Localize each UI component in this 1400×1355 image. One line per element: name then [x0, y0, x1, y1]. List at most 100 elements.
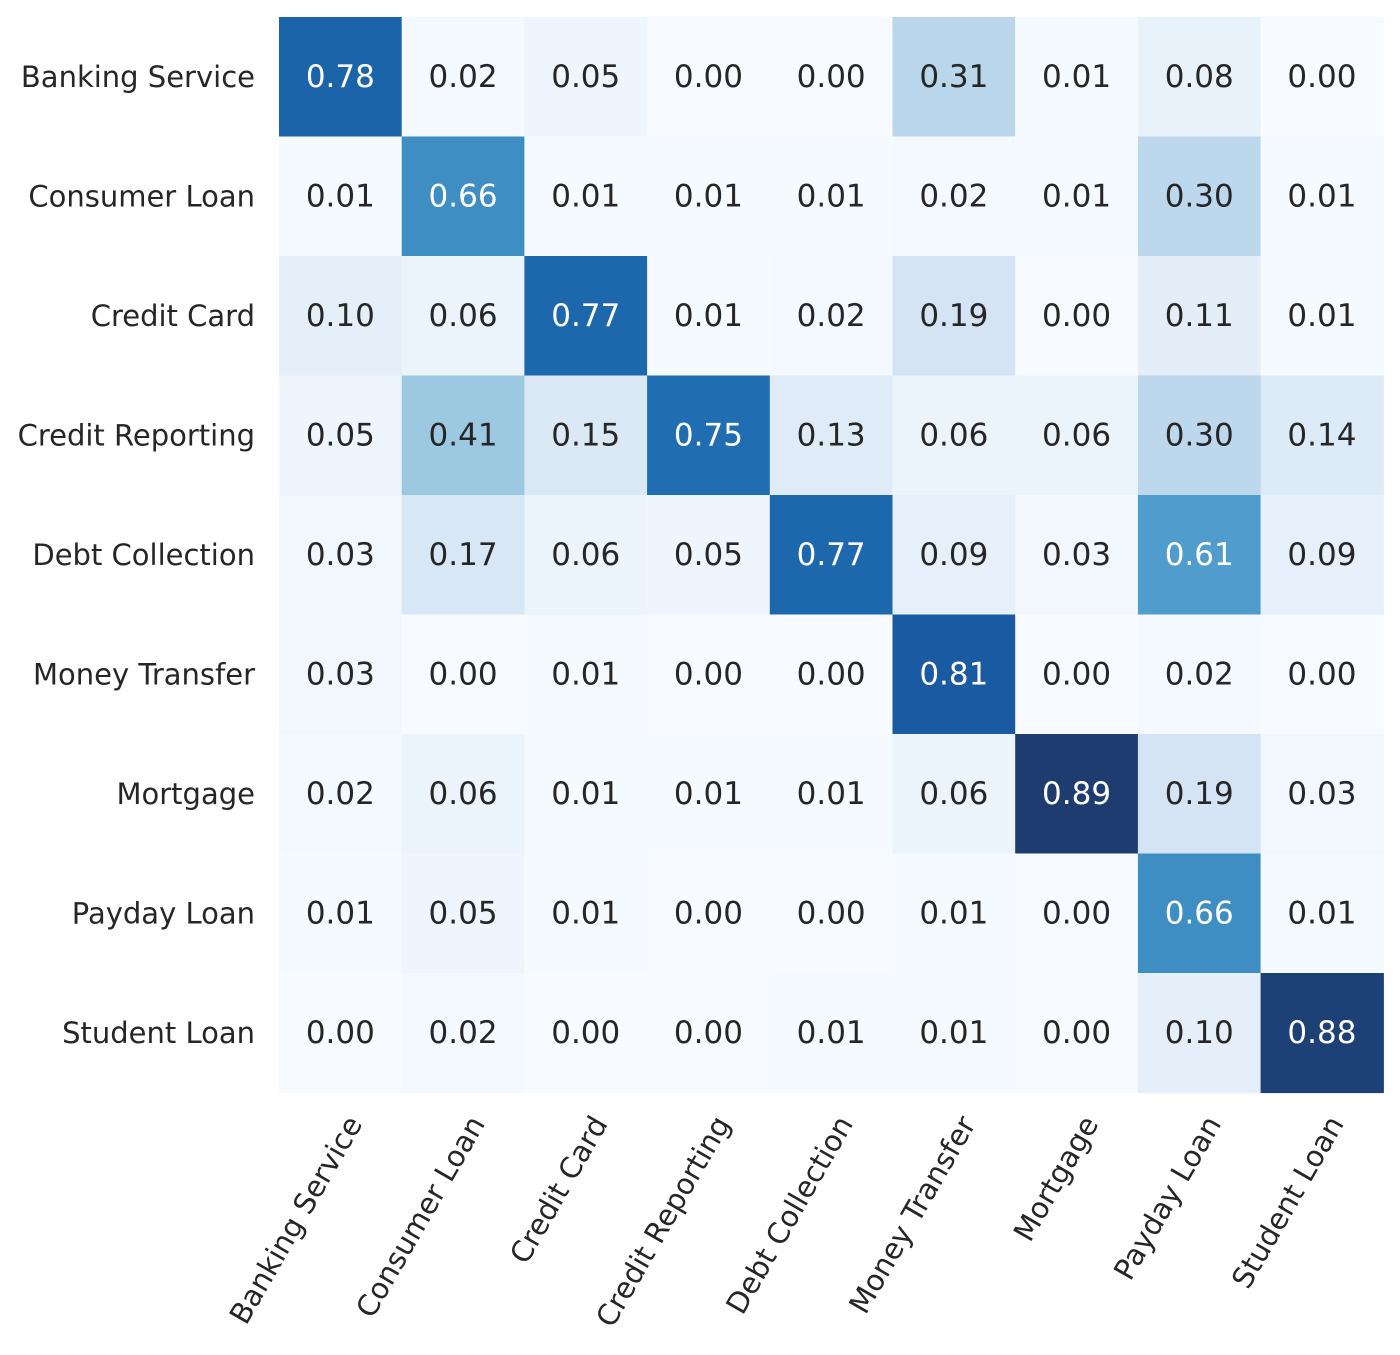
cell-value-label: 0.01	[919, 1015, 988, 1051]
cell-value-label: 0.66	[1165, 895, 1234, 931]
heatmap-cell	[1137, 256, 1262, 377]
cell-value-label: 0.77	[551, 298, 620, 334]
cell-value-label: 0.02	[429, 59, 498, 95]
y-tick-label: Mortgage	[117, 777, 256, 811]
cell-value-label: 0.19	[1165, 776, 1234, 812]
cell-value-label: 0.06	[919, 776, 988, 812]
cell-value-label: 0.02	[429, 1015, 498, 1051]
heatmap-cell	[1260, 495, 1384, 616]
heatmap-cell	[1137, 136, 1262, 257]
heatmap-cell	[769, 734, 894, 855]
cell-value-label: 0.01	[674, 776, 743, 812]
y-tick-label: Payday Loan	[72, 896, 255, 930]
cell-value-label: 0.01	[1287, 178, 1356, 214]
heatmap-cell	[279, 734, 403, 855]
cell-value-label: 0.00	[797, 656, 866, 692]
cell-value-label: 0.41	[429, 417, 498, 453]
cell-value-label: 0.05	[306, 417, 375, 453]
cell-value-label: 0.02	[797, 298, 866, 334]
heatmap-cell	[647, 853, 771, 974]
heatmap-cell	[279, 973, 403, 1094]
heatmap-cell	[279, 136, 403, 257]
heatmap-cell	[1015, 614, 1139, 735]
cell-value-label: 0.06	[1042, 417, 1111, 453]
heatmap-cell	[647, 375, 771, 496]
cell-value-label: 0.05	[674, 537, 743, 573]
heatmap-cell	[647, 734, 771, 855]
y-tick-label: Credit Card	[91, 299, 255, 333]
cell-value-label: 0.08	[1165, 59, 1234, 95]
cell-value-label: 0.01	[306, 178, 375, 214]
heatmap-cell	[1015, 136, 1139, 257]
x-tick-label: Credit Card	[503, 1110, 615, 1269]
heatmap-cell	[401, 614, 525, 735]
cell-value-label: 0.00	[1287, 656, 1356, 692]
heatmap-cell	[647, 136, 771, 257]
heatmap-cell	[647, 495, 771, 616]
heatmap-cell	[769, 614, 894, 735]
y-tick-label: Banking Service	[21, 60, 255, 94]
cell-value-label: 0.03	[306, 537, 375, 573]
cell-value-label: 0.89	[1042, 776, 1111, 812]
cell-value-label: 0.30	[1165, 417, 1234, 453]
x-tick-label: Consumer Loan	[349, 1110, 492, 1323]
cell-value-label: 0.00	[1287, 59, 1356, 95]
heatmap-cell	[647, 973, 771, 1094]
cell-value-label: 0.75	[674, 417, 743, 453]
heatmap-cell	[1260, 375, 1384, 496]
y-tick-label: Debt Collection	[32, 538, 255, 572]
cell-value-label: 0.66	[429, 178, 498, 214]
heatmap-cell	[524, 17, 648, 138]
cell-value-label: 0.01	[1042, 59, 1111, 95]
y-tick-label: Student Loan	[62, 1016, 255, 1050]
cell-value-label: 0.06	[429, 776, 498, 812]
cell-value-label: 0.02	[1165, 656, 1234, 692]
heatmap-cell	[1015, 734, 1139, 855]
heatmap-cell	[769, 256, 894, 377]
heatmap-cell	[1137, 853, 1262, 974]
heatmap-cell	[1260, 853, 1384, 974]
heatmap-cell	[1137, 734, 1262, 855]
heatmap-cell	[524, 495, 648, 616]
cell-value-label: 0.11	[1165, 298, 1234, 334]
heatmap-cell	[401, 495, 525, 616]
y-tick-label: Credit Reporting	[18, 418, 255, 452]
cell-value-label: 0.10	[1165, 1015, 1234, 1051]
cell-value-label: 0.00	[429, 656, 498, 692]
heatmap-cell	[401, 734, 525, 855]
cell-value-label: 0.03	[1287, 776, 1356, 812]
heatmap-cell	[1260, 614, 1384, 735]
cell-value-label: 0.06	[429, 298, 498, 334]
heatmap-cell	[524, 375, 648, 496]
heatmap-cell	[524, 136, 648, 257]
heatmap-cell	[1260, 734, 1384, 855]
cell-value-label: 0.88	[1287, 1015, 1356, 1051]
heatmap-cell	[769, 136, 894, 257]
cell-value-label: 0.02	[306, 776, 375, 812]
heatmap-cell	[401, 136, 525, 257]
cell-value-label: 0.00	[674, 1015, 743, 1051]
cell-value-label: 0.02	[919, 178, 988, 214]
cell-value-label: 0.61	[1165, 537, 1234, 573]
heatmap-cell	[1015, 375, 1139, 496]
heatmap-cell	[401, 375, 525, 496]
heatmap-cell	[769, 853, 894, 974]
cell-value-label: 0.01	[797, 178, 866, 214]
heatmap-cell	[1260, 256, 1384, 377]
heatmap-cell	[401, 17, 525, 138]
cell-value-label: 0.00	[1042, 656, 1111, 692]
cell-value-label: 0.00	[1042, 1015, 1111, 1051]
heatmap-cell	[279, 614, 403, 735]
cell-value-label: 0.00	[306, 1015, 375, 1051]
heatmap-cell	[892, 17, 1016, 138]
cell-value-label: 0.09	[1287, 537, 1356, 573]
heatmap-cell	[892, 973, 1016, 1094]
cell-value-label: 0.14	[1287, 417, 1356, 453]
heatmap-cell	[524, 853, 648, 974]
heatmap-cell	[892, 136, 1016, 257]
cell-value-label: 0.17	[429, 537, 498, 573]
heatmap-cell	[1137, 17, 1262, 138]
cell-value-label: 0.05	[429, 895, 498, 931]
heatmap-cells	[279, 17, 1384, 1094]
